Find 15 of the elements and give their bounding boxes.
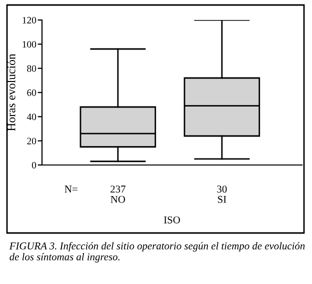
y-axis-title: Horas evolución bbox=[6, 54, 16, 132]
x-tick-label: NO bbox=[110, 196, 126, 203]
y-tick-label: 40 bbox=[26, 114, 36, 120]
y-tick-label: 120 bbox=[22, 16, 36, 24]
y-tick-label: 0 bbox=[32, 162, 36, 168]
text: FIGURA 3. Infección del sitio operatorio según el tiempo de evolución de los síntomas al ingreso. bbox=[9, 242, 305, 262]
y-tick-label: 100 bbox=[22, 41, 36, 48]
text: 30 bbox=[217, 186, 227, 193]
y-tick-label: 60 bbox=[27, 89, 36, 96]
x-axis-title: ISO bbox=[164, 216, 180, 224]
text: 237 bbox=[110, 186, 126, 193]
x-tick-label: SI bbox=[218, 196, 226, 203]
text: N= bbox=[64, 186, 78, 193]
y-tick-label: 20 bbox=[27, 138, 36, 144]
y-tick-label: 80 bbox=[27, 65, 36, 72]
